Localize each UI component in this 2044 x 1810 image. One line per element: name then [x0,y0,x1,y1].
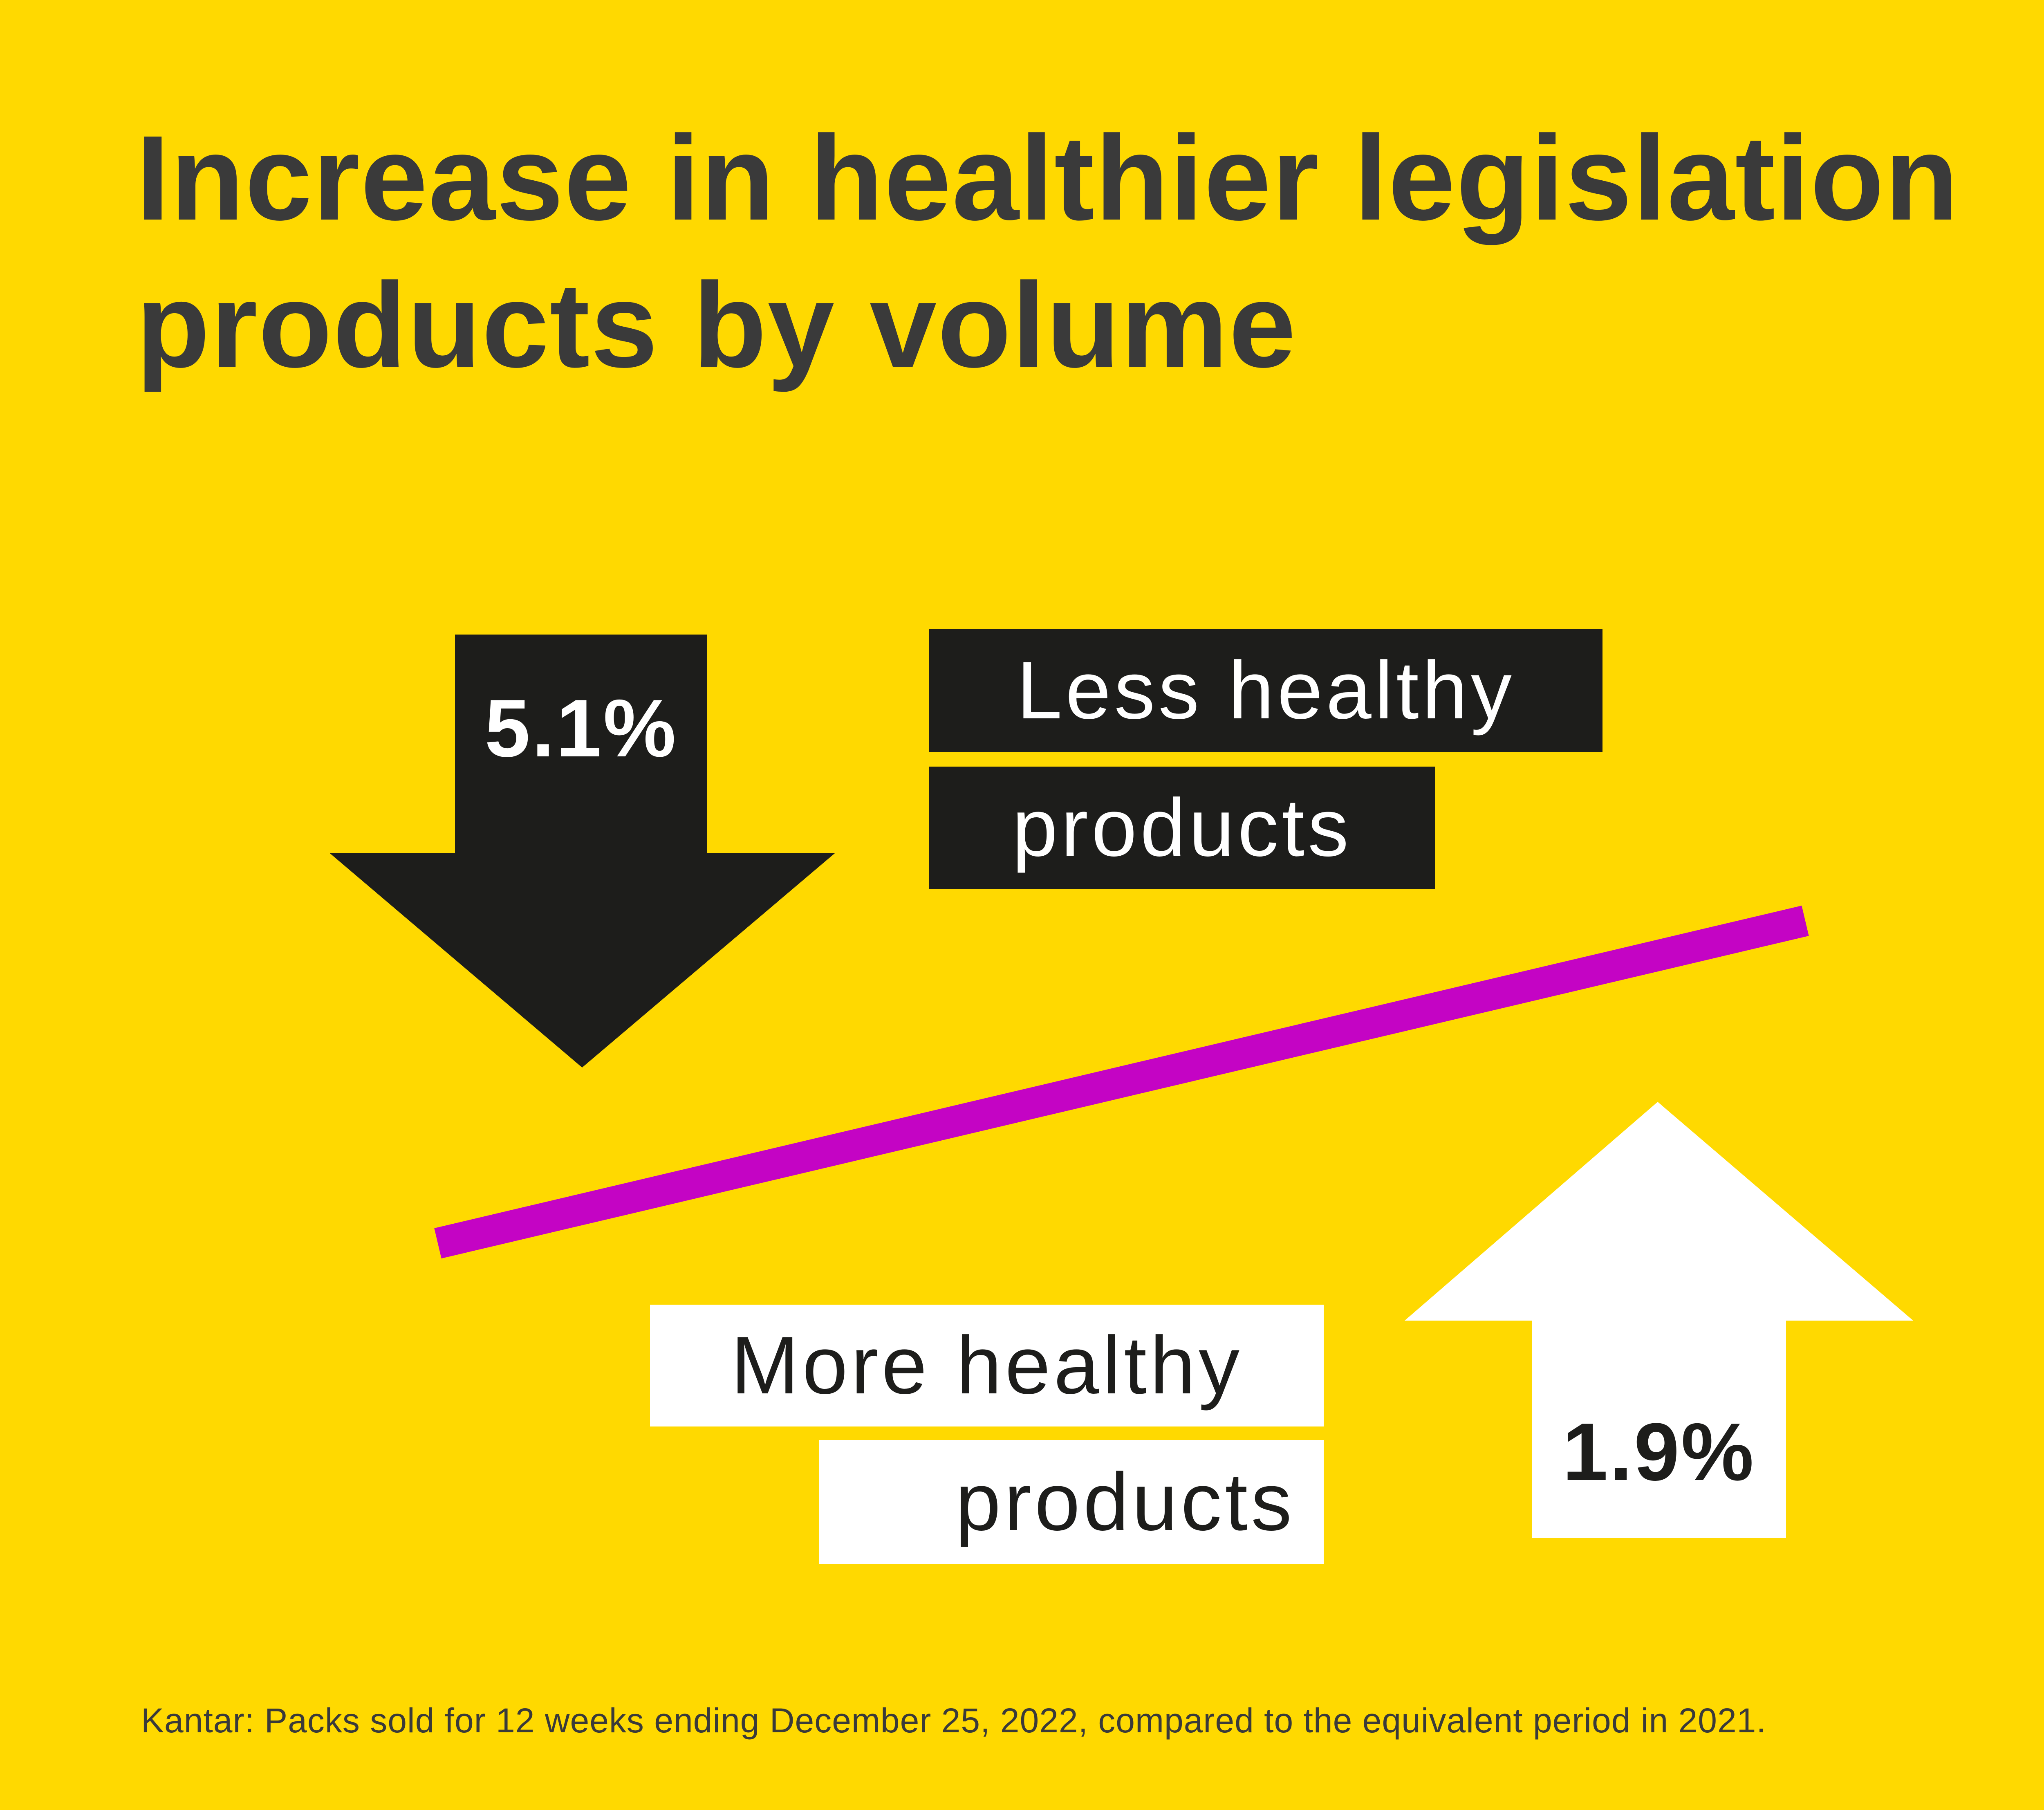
page-title: Increase in healthier legislation produc… [136,104,1959,399]
label-more-healthy-line-1: More healthy [650,1305,1324,1426]
label-less-healthy-line-1: Less healthy [929,629,1602,752]
label-more-healthy-text-1: More healthy [731,1320,1243,1411]
label-less-healthy-text-1: Less healthy [1017,645,1515,736]
page-title-line-2: products by volume [136,258,1297,393]
down-arrow-shape [330,635,835,1068]
up-arrow-value: 1.9% [1562,1406,1755,1498]
source-note: Kantar: Packs sold for 12 weeks ending D… [141,1701,1766,1740]
label-less-healthy-line-2: products [929,767,1435,889]
page-title-line-1: Increase in healthier legislation [136,110,1959,245]
label-more-healthy-line-2: products [819,1440,1324,1564]
down-arrow-value: 5.1% [484,683,678,774]
up-arrow-shape [1405,1102,1913,1538]
label-more-healthy-text-2: products [955,1456,1295,1548]
trend-divider-line [434,906,1809,1258]
label-less-healthy-text-2: products [1012,782,1352,873]
